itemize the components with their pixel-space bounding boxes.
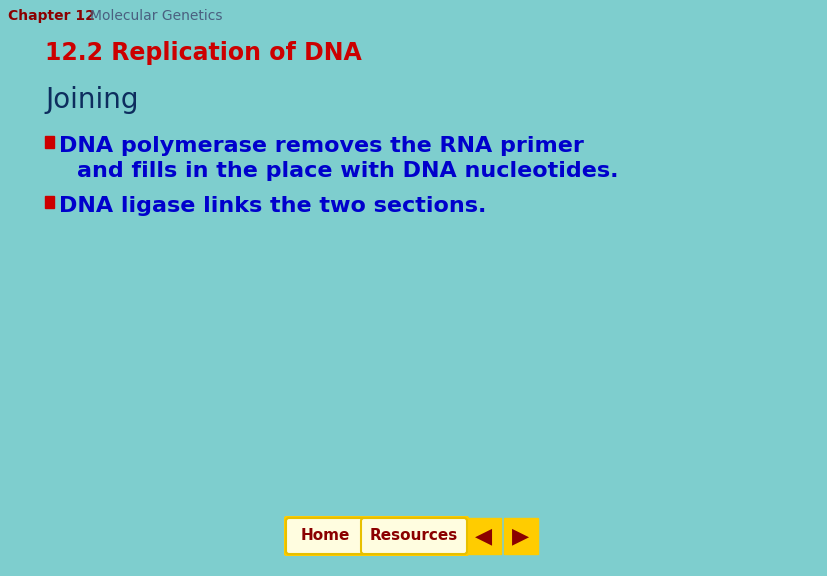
Text: ◀: ◀: [475, 526, 492, 546]
Text: ▶: ▶: [512, 526, 529, 546]
Text: Resources: Resources: [370, 529, 457, 544]
Bar: [466, 518, 500, 554]
FancyBboxPatch shape: [361, 518, 466, 554]
Text: Home: Home: [300, 529, 349, 544]
FancyBboxPatch shape: [284, 516, 366, 556]
Text: and fills in the place with DNA nucleotides.: and fills in the place with DNA nucleoti…: [77, 161, 618, 181]
Bar: [504, 518, 538, 554]
Text: DNA polymerase removes the RNA primer: DNA polymerase removes the RNA primer: [59, 136, 583, 156]
Text: 12.2 Replication of DNA: 12.2 Replication of DNA: [45, 41, 361, 65]
Text: Molecular Genetics: Molecular Genetics: [90, 9, 222, 23]
Bar: [45, 196, 54, 208]
Text: Chapter 12: Chapter 12: [8, 9, 95, 23]
FancyBboxPatch shape: [359, 516, 468, 556]
Bar: [45, 136, 54, 148]
Text: Joining: Joining: [45, 86, 138, 114]
Text: DNA ligase links the two sections.: DNA ligase links the two sections.: [59, 196, 485, 216]
FancyBboxPatch shape: [285, 518, 364, 554]
